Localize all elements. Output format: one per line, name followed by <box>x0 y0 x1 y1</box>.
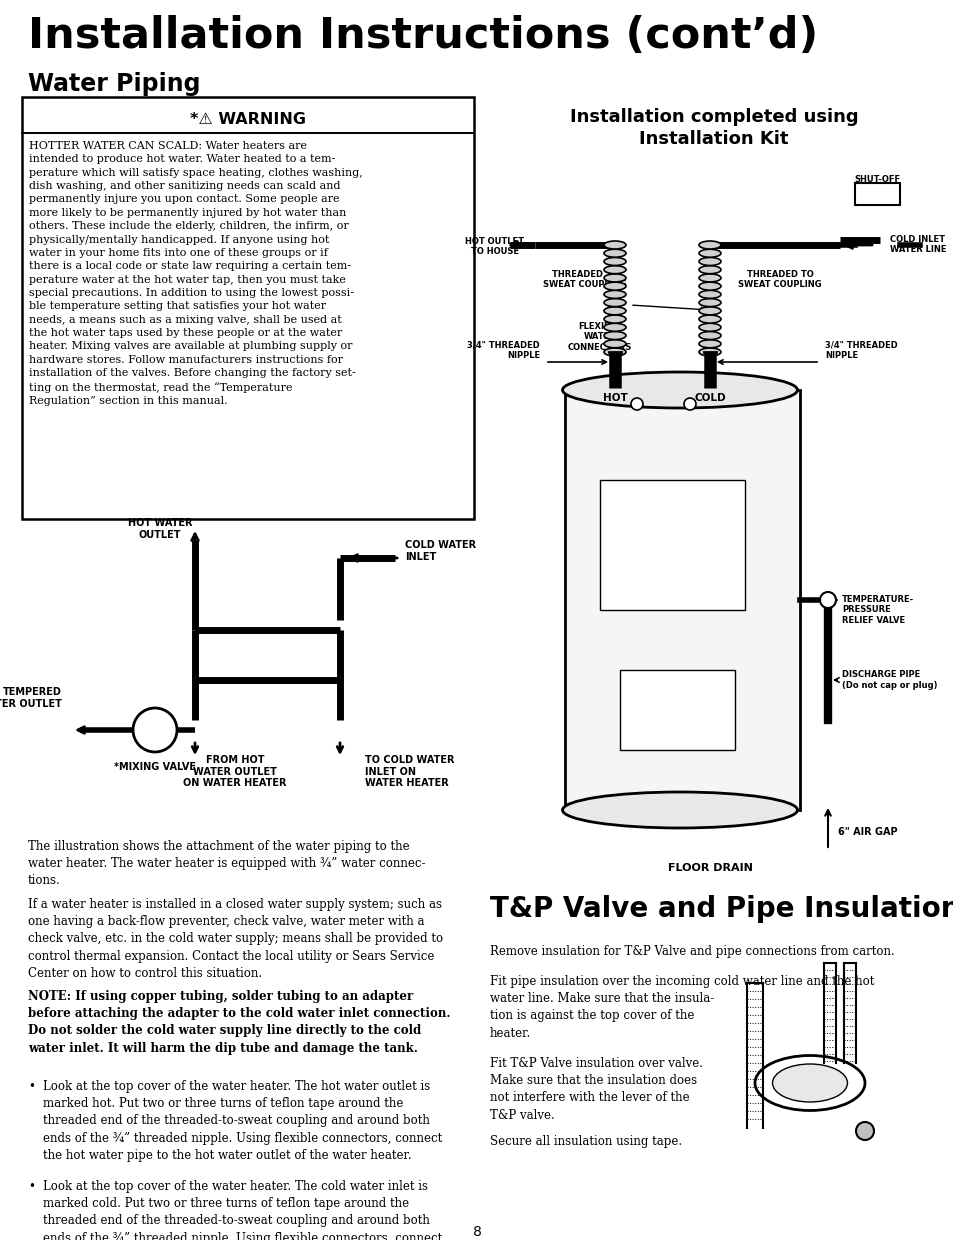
FancyBboxPatch shape <box>619 670 734 750</box>
FancyBboxPatch shape <box>564 391 800 810</box>
Text: HOT WATER
OUTLET: HOT WATER OUTLET <box>128 518 193 539</box>
Ellipse shape <box>603 290 625 299</box>
Text: TEMPERATURE-
PRESSURE
RELIEF VALVE: TEMPERATURE- PRESSURE RELIEF VALVE <box>841 595 913 625</box>
Text: •: • <box>28 1080 35 1092</box>
Text: COLD INLET
WATER LINE: COLD INLET WATER LINE <box>889 236 945 254</box>
Text: FLOOR DRAIN: FLOOR DRAIN <box>667 863 752 873</box>
Ellipse shape <box>603 283 625 290</box>
Ellipse shape <box>699 348 720 356</box>
Ellipse shape <box>699 315 720 324</box>
Ellipse shape <box>603 306 625 315</box>
Text: Remove insulation for T&P Valve and pipe connections from carton.: Remove insulation for T&P Valve and pipe… <box>490 945 894 959</box>
Ellipse shape <box>603 241 625 249</box>
Ellipse shape <box>699 241 720 249</box>
Ellipse shape <box>699 299 720 306</box>
Ellipse shape <box>699 265 720 274</box>
Ellipse shape <box>603 331 625 340</box>
Ellipse shape <box>603 324 625 331</box>
Text: FROM HOT
WATER OUTLET
ON WATER HEATER: FROM HOT WATER OUTLET ON WATER HEATER <box>183 755 287 789</box>
Text: Installation Kit: Installation Kit <box>639 130 788 148</box>
Ellipse shape <box>603 249 625 257</box>
Ellipse shape <box>699 331 720 340</box>
Text: Fit T&P Valve insulation over valve.
Make sure that the insulation does
not inte: Fit T&P Valve insulation over valve. Mak… <box>490 1056 702 1122</box>
Ellipse shape <box>603 340 625 347</box>
FancyBboxPatch shape <box>599 480 744 610</box>
Text: *⚠ WARNING: *⚠ WARNING <box>190 112 306 126</box>
Ellipse shape <box>772 1064 846 1102</box>
Ellipse shape <box>754 1055 864 1111</box>
Circle shape <box>132 708 177 751</box>
Text: Installation completed using: Installation completed using <box>569 108 858 126</box>
Circle shape <box>683 398 696 410</box>
Text: TEMPERED
WATER OUTLET: TEMPERED WATER OUTLET <box>0 687 62 709</box>
Text: 3/4" THREADED
NIPPLE: 3/4" THREADED NIPPLE <box>467 340 539 360</box>
Ellipse shape <box>603 274 625 281</box>
Text: The illustration shows the attachment of the water piping to the
water heater. T: The illustration shows the attachment of… <box>28 839 425 888</box>
Text: 8: 8 <box>472 1225 481 1239</box>
Text: HOTTER WATER CAN SCALD: Water heaters are
intended to produce hot water. Water h: HOTTER WATER CAN SCALD: Water heaters ar… <box>29 141 362 405</box>
Ellipse shape <box>699 274 720 281</box>
Ellipse shape <box>603 315 625 324</box>
Ellipse shape <box>699 306 720 315</box>
FancyBboxPatch shape <box>22 97 474 520</box>
FancyBboxPatch shape <box>854 184 899 205</box>
Text: THREADED TO
SWEAT COUPLING: THREADED TO SWEAT COUPLING <box>542 270 626 289</box>
Text: Look at the top cover of the water heater. The cold water inlet is
marked cold. : Look at the top cover of the water heate… <box>43 1180 442 1240</box>
Text: 3/4" THREADED
NIPPLE: 3/4" THREADED NIPPLE <box>824 340 897 360</box>
Ellipse shape <box>603 265 625 274</box>
Circle shape <box>630 398 642 410</box>
Text: Look at the top cover of the water heater. The hot water outlet is
marked hot. P: Look at the top cover of the water heate… <box>43 1080 442 1162</box>
Circle shape <box>855 1122 873 1140</box>
Text: 6" AIR GAP: 6" AIR GAP <box>837 827 897 837</box>
Text: FLEXIBLE
WATER
CONNECTORS: FLEXIBLE WATER CONNECTORS <box>567 322 632 352</box>
Text: Installation Instructions (cont’d): Installation Instructions (cont’d) <box>28 15 818 57</box>
Text: Water Piping: Water Piping <box>28 72 200 95</box>
Ellipse shape <box>603 258 625 265</box>
Text: •: • <box>28 1180 35 1193</box>
Ellipse shape <box>603 348 625 356</box>
Text: HOT OUTLET
TO HOUSE: HOT OUTLET TO HOUSE <box>465 237 524 257</box>
Ellipse shape <box>699 283 720 290</box>
Text: If a water heater is installed in a closed water supply system; such as
one havi: If a water heater is installed in a clos… <box>28 898 442 980</box>
Ellipse shape <box>603 299 625 306</box>
Ellipse shape <box>699 258 720 265</box>
Text: THREADED TO
SWEAT COUPLING: THREADED TO SWEAT COUPLING <box>738 270 821 289</box>
Text: *MIXING VALVE: *MIXING VALVE <box>113 763 195 773</box>
Text: HOT: HOT <box>602 393 627 403</box>
Ellipse shape <box>699 324 720 331</box>
Circle shape <box>820 591 835 608</box>
Text: Fit pipe insulation over the incoming cold water line and the hot
water line. Ma: Fit pipe insulation over the incoming co… <box>490 975 874 1039</box>
Text: COLD: COLD <box>694 393 725 403</box>
Ellipse shape <box>562 792 797 828</box>
Ellipse shape <box>562 372 797 408</box>
Text: T&P Valve and Pipe Insulation: T&P Valve and Pipe Insulation <box>490 895 953 923</box>
Ellipse shape <box>699 290 720 299</box>
Text: Secure all insulation using tape.: Secure all insulation using tape. <box>490 1135 681 1148</box>
Text: DISCHARGE PIPE
(Do not cap or plug): DISCHARGE PIPE (Do not cap or plug) <box>841 671 937 689</box>
Text: NOTE: If using copper tubing, solder tubing to an adapter
before attaching the a: NOTE: If using copper tubing, solder tub… <box>28 990 450 1054</box>
Text: SHUT-OFF
VALVE: SHUT-OFF VALVE <box>854 175 900 195</box>
Ellipse shape <box>699 249 720 257</box>
Text: TO COLD WATER
INLET ON
WATER HEATER: TO COLD WATER INLET ON WATER HEATER <box>365 755 454 789</box>
Ellipse shape <box>699 340 720 347</box>
Text: COLD WATER
INLET: COLD WATER INLET <box>405 539 476 562</box>
